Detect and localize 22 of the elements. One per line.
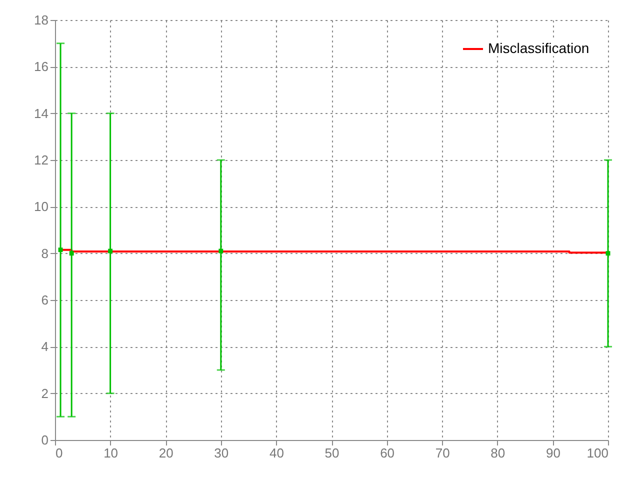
y-tick-label: 4: [41, 339, 48, 354]
y-tick-label: 14: [34, 106, 48, 121]
x-tick-label: 30: [214, 446, 229, 460]
x-tick-label: 100: [586, 446, 608, 460]
y-tick-label: 16: [34, 59, 48, 74]
y-tick-label: 10: [34, 199, 48, 214]
x-tick-label: 90: [546, 446, 560, 460]
y-tick-label: 0: [41, 432, 48, 448]
x-tick-label: 0: [56, 446, 63, 460]
y-tick-label: 8: [41, 246, 48, 261]
x-tick-label: 70: [435, 446, 450, 460]
x-tick-label: 80: [490, 446, 506, 460]
y-tick-label: 18: [34, 12, 48, 28]
x-tick-label: 60: [380, 446, 395, 460]
y-tick-label: 2: [41, 386, 48, 401]
y-tick-label: 12: [34, 152, 48, 168]
x-tick-label: 20: [158, 446, 174, 460]
y-tick-label: 6: [41, 292, 48, 308]
x-tick-label: 50: [324, 446, 340, 460]
x-tick-label: 10: [104, 446, 118, 460]
x-tick-label: 40: [269, 446, 284, 460]
legend-label: Misclassification: [488, 40, 590, 56]
